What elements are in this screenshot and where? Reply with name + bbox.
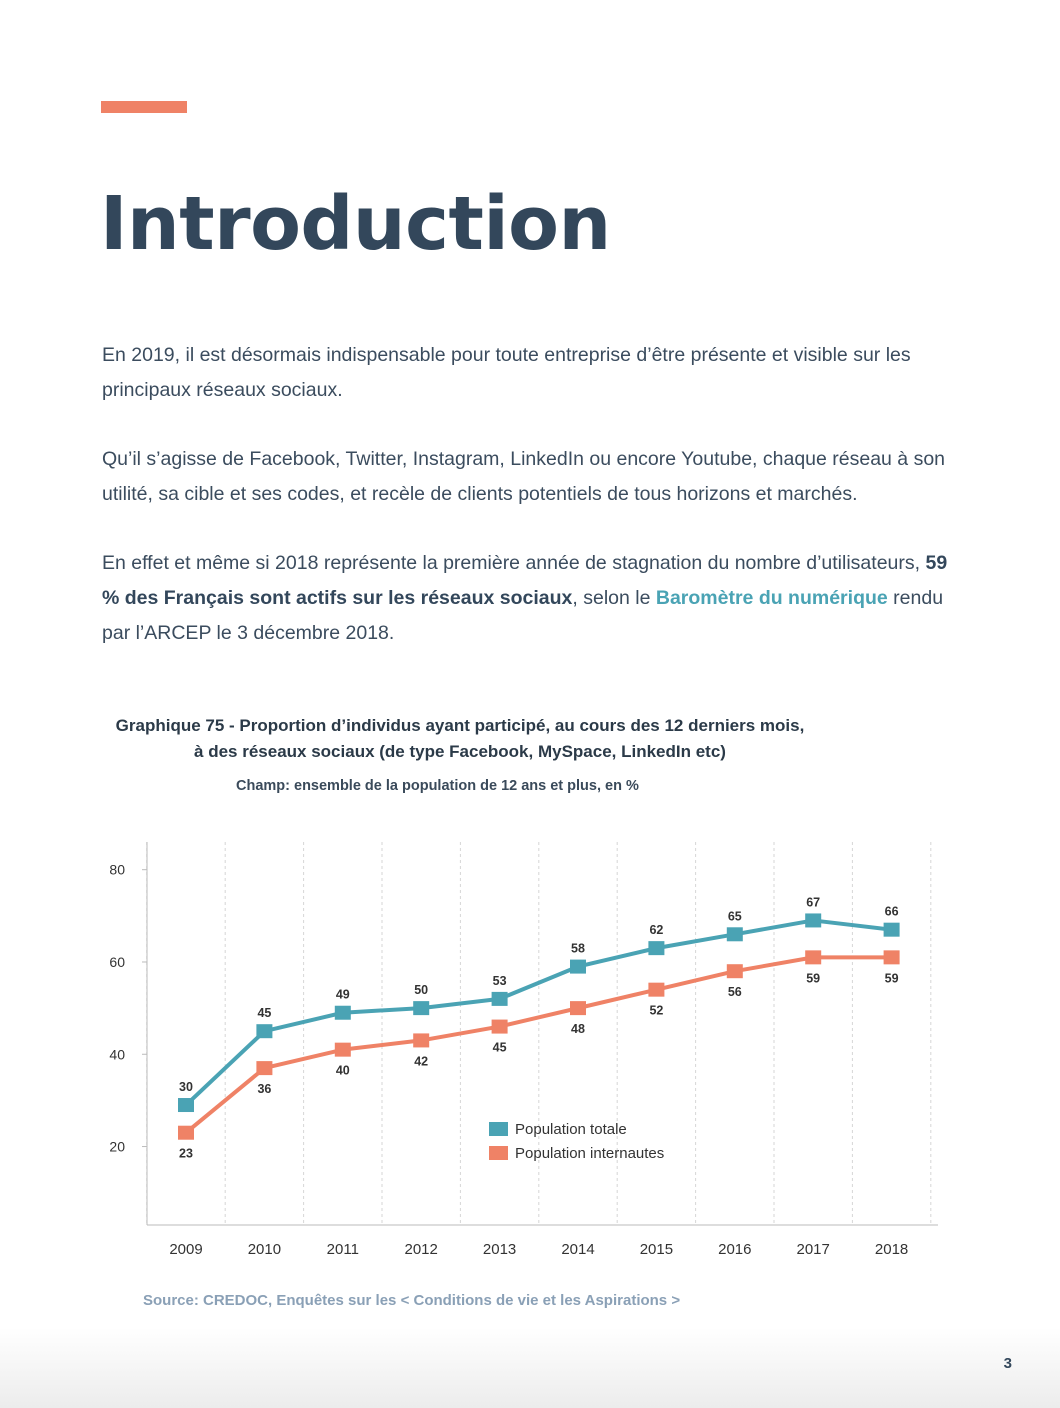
y-tick-label: 40 (109, 1046, 125, 1062)
series-line-population-totale (184, 918, 892, 1107)
legend-swatch (489, 1146, 508, 1160)
data-label: 59 (806, 971, 820, 985)
data-point (805, 950, 822, 965)
line-chart: 20 40 60 80 2009 2010 2011 2012 2013 2014 2015 2016… (109, 842, 938, 1258)
data-label: 45 (257, 1006, 271, 1020)
data-point (805, 913, 822, 928)
data-point (726, 927, 743, 942)
paragraph-3-text-end: rendu par l’ARCEP le 3 décembre 2018. (102, 587, 944, 644)
paragraph-3: En effet et même si 2018 représente la p… (102, 546, 962, 651)
data-label: 48 (571, 1022, 585, 1036)
x-tick-label: 2018 (875, 1241, 908, 1258)
data-label: 23 (179, 1147, 193, 1161)
x-tick-label: 2014 (561, 1241, 594, 1258)
legend-label: Population internautes (515, 1145, 664, 1162)
y-tick-label: 80 (109, 862, 125, 878)
data-label: 56 (728, 985, 742, 999)
data-point (256, 1061, 273, 1076)
x-tick-label: 2010 (248, 1241, 281, 1258)
data-label: 45 (493, 1041, 507, 1055)
data-label: 59 (885, 971, 899, 985)
data-label: 66 (885, 905, 899, 919)
data-point (648, 982, 665, 997)
data-point (413, 1001, 430, 1016)
data-point (883, 922, 900, 937)
data-point (491, 1019, 508, 1034)
paragraph-2: Qu’il s’agisse de Facebook, Twitter, Ins… (102, 448, 946, 505)
paragraph-3-text-start: En effet et même si 2018 représente la p… (102, 552, 926, 574)
x-tick-label: 2017 (797, 1241, 830, 1258)
data-label: 65 (728, 909, 742, 923)
data-point (883, 950, 900, 965)
source-note: Source: CREDOC, Enquêtes sur les < Condi… (143, 1292, 681, 1309)
data-point (256, 1024, 273, 1039)
page-title: Introduction (100, 181, 611, 267)
x-tick-label: 2013 (483, 1241, 516, 1258)
chart-subtitle: Champ: ensemble de la population de 12 a… (236, 778, 639, 794)
data-point (334, 1005, 351, 1020)
barometre-link[interactable]: Baromètre du numérique (655, 587, 888, 609)
page-footer (0, 1328, 1060, 1408)
data-label: 50 (414, 983, 428, 997)
data-point (413, 1033, 430, 1048)
y-tick-label: 60 (109, 954, 125, 970)
intro-text: En 2019, il est désormais indispensable … (102, 338, 962, 685)
paragraph-3-text-middle: , selon le (572, 587, 656, 609)
data-label: 49 (336, 988, 350, 1002)
data-point (491, 991, 508, 1006)
data-point (178, 1125, 194, 1140)
data-label: 40 (336, 1064, 350, 1078)
data-label: 58 (571, 942, 585, 956)
accent-bar (101, 101, 187, 113)
data-point (570, 959, 586, 974)
x-tick-label: 2009 (169, 1241, 202, 1258)
data-label: 62 (649, 923, 663, 937)
data-label: 52 (649, 1004, 663, 1018)
data-point (570, 1001, 586, 1016)
data-label: 42 (414, 1054, 428, 1068)
highlight-statistic: 59 % des Français sont actifs sur les ré… (102, 552, 948, 609)
data-point (334, 1042, 351, 1057)
x-tick-label: 2016 (718, 1241, 751, 1258)
y-tick-label: 20 (109, 1139, 125, 1155)
x-tick-label: 2012 (405, 1241, 438, 1258)
data-label: 67 (806, 895, 820, 909)
data-point (178, 1098, 194, 1113)
chart-title: Graphique 75 - Proportion d’individus ay… (115, 716, 805, 761)
data-point (726, 964, 743, 979)
data-label: 53 (493, 974, 507, 988)
data-point (648, 941, 665, 956)
legend-label: Population totale (515, 1121, 627, 1138)
paragraph-1: En 2019, il est désormais indispensable … (102, 344, 911, 401)
data-label: 30 (179, 1080, 193, 1094)
page-number: 3 (1003, 1355, 1012, 1372)
x-tick-label: 2015 (640, 1241, 673, 1258)
legend-swatch (489, 1122, 508, 1136)
series-line-population-internautes (184, 955, 892, 1135)
x-tick-label: 2011 (327, 1241, 359, 1258)
data-label: 36 (257, 1082, 271, 1096)
